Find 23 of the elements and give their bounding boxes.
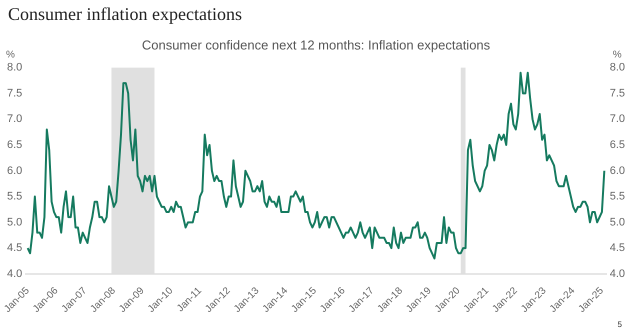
chart-title: Consumer confidence next 12 months: Inflation expectations [142, 37, 491, 52]
y2-tick-label: 6.5 [610, 138, 626, 151]
y2-tick-label: 5.5 [610, 190, 626, 203]
y2-tick-label: 6.0 [610, 164, 626, 177]
y-axis-title: % [6, 49, 15, 60]
y-tick-label: 6.5 [6, 138, 22, 151]
y2-axis-title: % [612, 49, 622, 60]
y-tick-label: 7.5 [6, 87, 22, 100]
y-tick-label: 8.0 [6, 62, 22, 74]
y2-tick-label: 8.0 [610, 62, 626, 74]
y-tick-label: 6.0 [6, 164, 22, 177]
y-tick-label: 4.0 [6, 268, 22, 280]
y2-tick-label: 4.0 [610, 268, 626, 280]
y2-tick-label: 5.0 [610, 216, 626, 228]
y2-tick-label: 7.0 [610, 113, 626, 126]
y-tick-label: 4.5 [6, 242, 22, 254]
y-tick-label: 5.0 [6, 216, 22, 228]
y-tick-label: 7.0 [6, 113, 22, 126]
y-tick-label: 5.5 [6, 190, 22, 203]
chart-subtitle: Consumer inflation expectations [8, 4, 242, 25]
y2-tick-label: 7.5 [610, 87, 626, 100]
y2-tick-label: 4.5 [610, 242, 626, 254]
text: 5 [618, 320, 622, 329]
